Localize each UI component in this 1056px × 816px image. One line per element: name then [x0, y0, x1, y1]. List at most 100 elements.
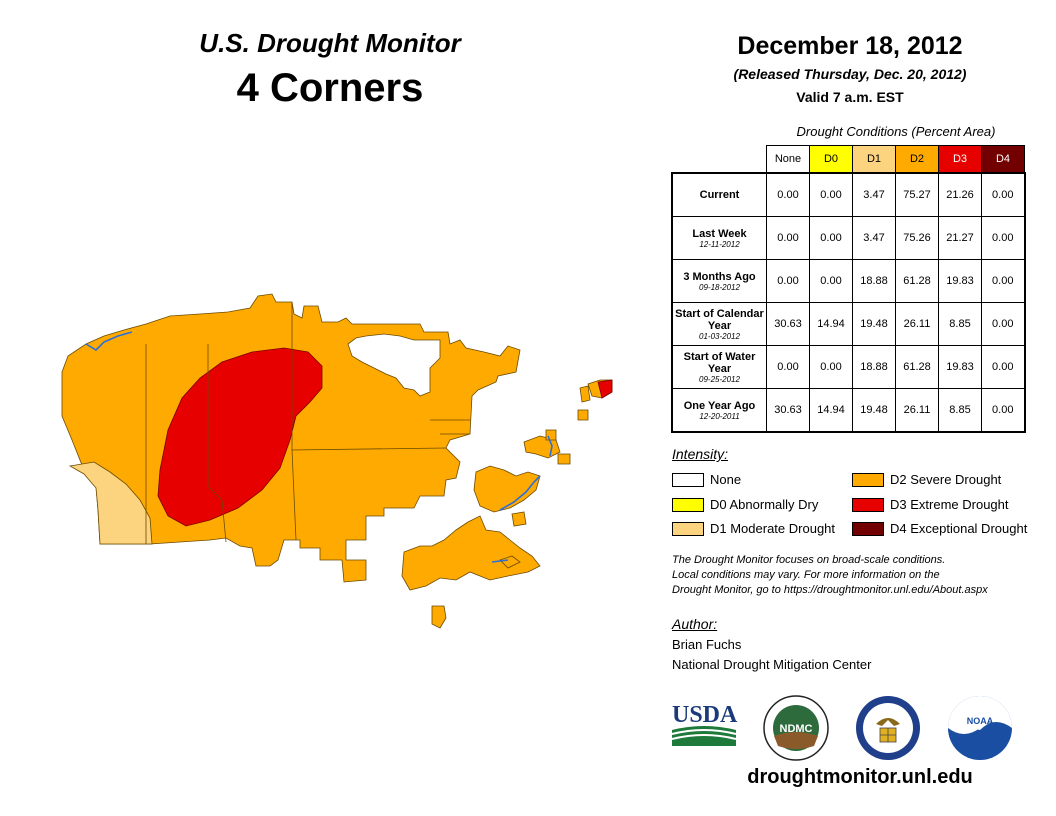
table-cell: 61.28 — [895, 259, 939, 303]
d2-east-area — [401, 515, 541, 591]
column-header-d4: D4 — [981, 145, 1025, 174]
d2-east-area — [545, 429, 557, 441]
water-bodies — [85, 331, 553, 563]
row-label-text: Current — [699, 189, 740, 201]
note-line: Drought Monitor, go to https://droughtmo… — [672, 584, 988, 596]
table-row: 3 Months Ago 09-18-2012 0.00 0.00 18.88 6… — [671, 259, 1026, 303]
drought-map — [61, 293, 613, 629]
map-date: December 18, 2012 — [737, 32, 963, 60]
author-name: Brian Fuchs — [672, 637, 742, 652]
legend-swatch — [852, 497, 884, 512]
table-cell: 18.88 — [852, 259, 896, 303]
column-header-none: None — [766, 145, 810, 174]
table-cell: 0.00 — [981, 345, 1026, 389]
legend-label: D0 Abnormally Dry — [710, 497, 819, 512]
d2-east-area — [473, 465, 541, 513]
d2-east-area — [579, 385, 591, 403]
table-row: One Year Ago 12-20-2011 30.63 14.94 19.48… — [671, 388, 1026, 433]
row-date: 12-20-2011 — [699, 411, 740, 421]
county-boundaries — [145, 302, 470, 544]
row-label: Start of Calendar Year 01-03-2012 — [671, 302, 767, 346]
row-label: Last Week 12-11-2012 — [671, 216, 767, 260]
table-row: Start of Water Year 09-25-2012 0.00 0.00 … — [671, 345, 1026, 389]
table-cell: 0.00 — [809, 345, 853, 389]
d3-northeast-area — [597, 379, 613, 399]
author-heading: Author: — [672, 616, 718, 632]
legend-title: Intensity: — [672, 446, 729, 462]
table-cell: 30.63 — [766, 302, 810, 346]
note-line: Local conditions may vary. For more info… — [672, 569, 940, 581]
table-cell: 26.11 — [895, 302, 939, 346]
row-label-text: One Year Ago — [683, 399, 756, 412]
table-header-row: None D0 D1 D2 D3 D4 — [672, 145, 1025, 174]
table-cell: 19.48 — [852, 388, 896, 433]
legend-label: D4 Exceptional Drought — [890, 521, 1028, 536]
table-cell: 0.00 — [981, 259, 1026, 303]
table-cell: 14.94 — [809, 388, 853, 433]
d1-moderate-drought-area — [68, 461, 153, 545]
legend-swatch — [852, 472, 884, 487]
table-cell: 61.28 — [895, 345, 939, 389]
ndmc-logo-text: NDMC — [780, 723, 813, 735]
usda-logo-text: USDA — [672, 702, 738, 728]
table-cell: 26.11 — [895, 388, 939, 433]
table-cell: 0.00 — [981, 302, 1026, 346]
d3-extreme-drought-area — [157, 347, 323, 527]
d2-east-area — [577, 409, 589, 421]
legend-label: D2 Severe Drought — [890, 472, 1002, 487]
table-cell: 0.00 — [766, 259, 810, 303]
none-area — [347, 333, 441, 397]
noaa-logo-text: NOAA — [967, 716, 994, 726]
row-label: One Year Ago 12-20-2011 — [671, 388, 767, 433]
table-cell: 19.48 — [852, 302, 896, 346]
row-date: 01-03-2012 — [699, 331, 740, 341]
d2-east-area — [499, 555, 521, 569]
table-cell: 0.00 — [766, 216, 810, 260]
table-cell: 0.00 — [981, 216, 1026, 260]
row-date: 12-11-2012 — [699, 239, 740, 249]
usda-logo: USDA — [671, 702, 738, 746]
column-header-d2: D2 — [895, 145, 939, 174]
table-cell: 21.27 — [938, 216, 982, 260]
legend-item-d3: D3 Extreme Drought — [852, 497, 1009, 512]
table-caption: Drought Conditions (Percent Area) — [796, 124, 996, 139]
noaa-logo: NOAA — [948, 696, 1012, 760]
table-row: Current 0.00 0.00 3.47 75.27 21.26 0.00 — [671, 172, 1026, 217]
table-cell: 3.47 — [852, 216, 896, 260]
release-date: (Released Thursday, Dec. 20, 2012) — [733, 66, 967, 82]
table-cell: 14.94 — [809, 302, 853, 346]
table-cell: 18.88 — [852, 345, 896, 389]
d2-east-area — [511, 511, 527, 527]
column-header-d1: D1 — [852, 145, 896, 174]
table-cell: 19.83 — [938, 259, 982, 303]
table-row: Last Week 12-11-2012 0.00 0.00 3.47 75.26… — [671, 216, 1026, 260]
table-cell: 0.00 — [809, 259, 853, 303]
website-url[interactable]: droughtmonitor.unl.edu — [747, 766, 973, 788]
legend-label: D3 Extreme Drought — [890, 497, 1009, 512]
legend-swatch — [672, 472, 704, 487]
legend-item-d4: D4 Exceptional Drought — [852, 521, 1027, 536]
legend-label: None — [710, 472, 742, 487]
row-label: 3 Months Ago 09-18-2012 — [671, 259, 767, 303]
row-date: 09-18-2012 — [699, 282, 740, 292]
drought-conditions-table: None D0 D1 D2 D3 D4 Current 0.00 0.00 3.… — [671, 145, 1026, 433]
legend-item-d0: D0 Abnormally Dry — [672, 497, 818, 512]
table-cell: 30.63 — [766, 388, 810, 433]
author-organization: National Drought Mitigation Center — [672, 657, 872, 672]
legend-label: D1 Moderate Drought — [710, 521, 836, 536]
column-header-d3: D3 — [938, 145, 982, 174]
legend-swatch — [852, 521, 884, 536]
row-label-text: Last Week — [692, 227, 747, 240]
row-label-text: 3 Months Ago — [683, 270, 756, 283]
note-line: The Drought Monitor focuses on broad-sca… — [672, 554, 946, 566]
column-header-d0: D0 — [809, 145, 853, 174]
legend-item-none: None — [672, 472, 741, 487]
legend-swatch — [672, 521, 704, 536]
table-cell: 21.26 — [938, 172, 982, 217]
table-cell: 19.83 — [938, 345, 982, 389]
table-cell: 3.47 — [852, 172, 896, 217]
table-cell: 0.00 — [766, 345, 810, 389]
table-cell: 75.26 — [895, 216, 939, 260]
table-cell: 75.27 — [895, 172, 939, 217]
ndmc-logo: NDMC — [763, 695, 829, 761]
